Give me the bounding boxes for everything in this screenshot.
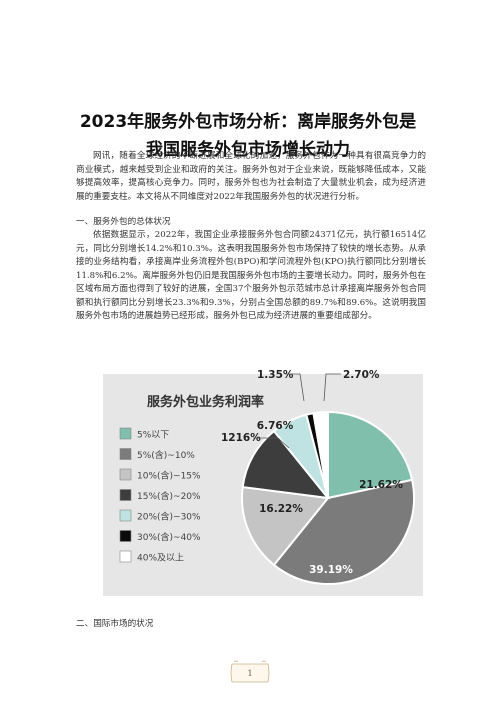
legend-label-1: 5%(含)~10% — [137, 449, 195, 461]
pie-slice-2 — [241, 485, 330, 567]
pie-value-label-2: 16.22% — [259, 503, 303, 515]
legend-swatch-0 — [119, 427, 132, 440]
pie-slice-6 — [312, 410, 329, 499]
pie-slices — [241, 410, 415, 585]
pie-value-label-5: 1.35% — [257, 369, 294, 381]
pie-slice-0 — [327, 410, 414, 500]
pie-value-label-1: 39.19% — [309, 564, 353, 576]
legend-label-0: 5%以下 — [137, 431, 169, 441]
pie-value-label-0: 21.62% — [359, 479, 403, 491]
pie-value-label-3: 1216% — [221, 432, 261, 444]
section-heading-2: 二、国际市场的状况 — [76, 619, 154, 629]
legend-swatch-2 — [119, 468, 132, 481]
pie-labels: 21.62% 39.19% 16.22% 1216%6.76% 1.35% 2.70% — [221, 369, 403, 576]
pie-value-label-4: 6.76% — [257, 420, 294, 432]
pie-value-label-6: 2.70% — [343, 369, 380, 381]
chart-title: 服务外包业务利润率 — [147, 394, 264, 410]
legend-swatch-6 — [119, 550, 132, 563]
legend-swatch-5 — [119, 530, 132, 542]
intro-paragraph: 网讯，随着全球经济的不断进展和全球化的加速，服务外包作为一种具有很高竞争力的商业… — [76, 151, 426, 202]
pie-chart-svg: 服务外包业务利润率 5%以下 5%(含)~10% 10%(含)~15% 15%(含)~… — [103, 369, 423, 596]
section-heading-1: 一、服务外包的总体状况 — [76, 217, 171, 227]
leader-line-1 — [285, 373, 305, 402]
body-paragraph-1: 依据数据显示，2022年，我国企业承接服务外包合同额24371亿元，执行额165… — [76, 230, 426, 321]
profit-margin-chart: 服务外包业务利润率 5%以下 5%(含)~10% 10%(含)~15% 15%(含)~… — [103, 356, 423, 596]
chart-legend: 5%以下 5%(含)~10% 10%(含)~15% 15%(含)~20% 20%(含)~… — [119, 427, 201, 564]
page-number-badge: 1 — [228, 658, 272, 688]
pie-slice-1 — [272, 478, 415, 585]
page-number: 1 — [247, 669, 252, 678]
legend-swatch-1 — [119, 448, 132, 460]
legend-label-2: 10%(含)~15% — [137, 470, 201, 482]
document-title-line1: 2023年服务外包市场分析：离岸服务外包是 — [79, 112, 417, 132]
document-title-line2: 我国服务外包市场增长动力 — [146, 140, 350, 160]
leader-line-0 — [253, 437, 290, 449]
legend-label-3: 15%(含)~20% — [137, 490, 201, 502]
legend-swatch-4 — [119, 509, 132, 522]
pie-slice-3 — [241, 429, 331, 500]
leader-line-2 — [323, 373, 341, 402]
legend-label-5: 30%(含)~40% — [137, 531, 201, 543]
legend-label-6: 40%及以上 — [137, 553, 184, 564]
legend-swatch-3 — [119, 489, 132, 501]
legend-label-4: 20%(含)~30% — [137, 511, 201, 523]
